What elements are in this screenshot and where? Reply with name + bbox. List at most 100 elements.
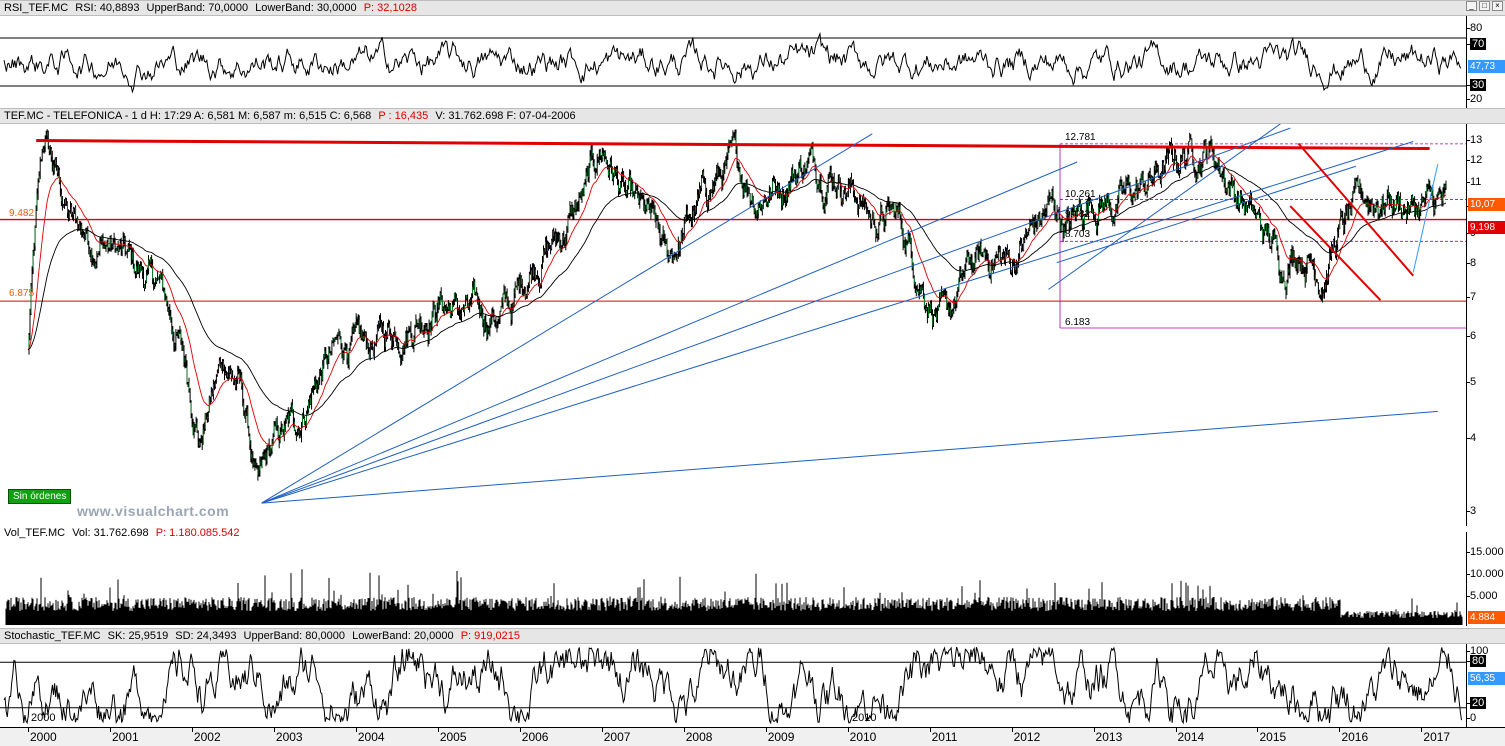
stoch-tick-20: 20 xyxy=(1466,697,1487,709)
x-tick-mark xyxy=(109,728,111,732)
rsi-axis: 80 70 47,73 30 20 xyxy=(1466,16,1505,108)
fib-level-c: 8.703 xyxy=(1065,229,1091,240)
rsi-tick-70: 70 xyxy=(1466,38,1487,50)
fib-level-low: 6.183 xyxy=(1065,317,1091,328)
fib-level-top: 12.781 xyxy=(1065,132,1096,143)
volume-plot xyxy=(5,569,1463,625)
stoch-header: Stochastic_TEF.MC SK: 25,9519 SD: 24,349… xyxy=(0,628,1505,644)
x-tick-mark xyxy=(683,728,685,732)
x-tick-2008: 2008 xyxy=(685,730,713,744)
x-tick-2003: 2003 xyxy=(275,730,303,744)
vol-tick-15000: 15.000 xyxy=(1467,546,1504,558)
orders-badge[interactable]: Sin órdenes xyxy=(8,489,72,504)
x-tick-2014: 2014 xyxy=(1177,730,1205,744)
x-tick-2007: 2007 xyxy=(603,730,631,744)
x-tick-mark xyxy=(929,728,931,732)
x-axis: 2000 2001 2002 2003 2004 2005 2006 2007 2008 2009… xyxy=(0,727,1505,746)
price-plot xyxy=(0,124,1466,504)
x-tick-2011: 2011 xyxy=(931,730,958,744)
x-tick-2016: 2016 xyxy=(1341,730,1369,744)
rsi-line xyxy=(3,31,1462,94)
rsi-current-tag: 47,73 xyxy=(1468,60,1505,73)
x-tick-2005: 2005 xyxy=(439,730,467,744)
price-tick-8: 8 xyxy=(1466,256,1477,269)
x-tick-2004: 2004 xyxy=(357,730,385,744)
vol-title: Vol_TEF.MC xyxy=(4,527,66,539)
fib-level-a: 10.261 xyxy=(1065,189,1096,200)
stoch-upper-band: UpperBand: 80,0000 xyxy=(243,630,346,642)
price-p-value: P : 16,435 xyxy=(378,110,429,122)
watermark: www.visualchart.com xyxy=(77,503,230,519)
rsi-upper-band: UpperBand: 70,0000 xyxy=(146,2,249,14)
x-tick-mark xyxy=(847,728,849,732)
vol-header: Vol_TEF.MC Vol: 31.762.698 P: 1.180.085.… xyxy=(0,526,1505,542)
rsi-tick-80: 80 xyxy=(1466,22,1483,34)
x-tick-mark xyxy=(191,728,193,732)
stoch-tick-0: 0 xyxy=(1466,712,1477,724)
down-line-a xyxy=(1297,142,1414,277)
stoch-sk: SK: 25,9519 xyxy=(107,630,169,642)
down-line-b xyxy=(1289,205,1382,301)
x-tick-mark xyxy=(273,728,275,732)
stoch-sd: SD: 24,3493 xyxy=(175,630,237,642)
fan-line-4 xyxy=(261,127,1291,504)
x-tick-mark xyxy=(1339,728,1341,732)
price-bars xyxy=(28,129,1447,481)
price-tick-4: 4 xyxy=(1466,432,1477,445)
stoch-marker-2010: 2010 xyxy=(852,712,877,724)
rsi-tick-30: 30 xyxy=(1466,79,1487,91)
x-tick-mark xyxy=(1011,728,1013,732)
stochastic-plot xyxy=(0,646,1466,725)
rsi-lower-band: LowerBand: 30,0000 xyxy=(255,2,357,14)
price-last-tag: 10,07 xyxy=(1468,198,1505,212)
volume-bars xyxy=(5,569,1463,625)
rsi-p-value: P: 32,1028 xyxy=(363,2,417,14)
x-tick-mark xyxy=(1257,728,1259,732)
price-header-info: TEF.MC - TELEFONICA - 1 d H: 17:29 A: 6,… xyxy=(4,110,372,122)
rsi-tick-20: 20 xyxy=(1466,93,1483,105)
x-tick-2002: 2002 xyxy=(193,730,221,744)
left-level-b: 6.875 xyxy=(9,288,35,299)
stoch-tick-100: 100 xyxy=(1466,645,1489,657)
price-tick-12: 12 xyxy=(1466,153,1483,166)
x-tick-mark xyxy=(1421,728,1423,732)
x-tick-2012: 2012 xyxy=(1013,730,1041,744)
ema-slow-line xyxy=(27,165,1447,416)
price-bodies xyxy=(28,132,1446,475)
stoch-title: Stochastic_TEF.MC xyxy=(4,630,101,642)
stoch-marker-2000: 2000 xyxy=(31,712,56,724)
fan-line-2 xyxy=(261,161,1078,504)
x-tick-mark xyxy=(1093,728,1095,732)
fan-line-1 xyxy=(261,133,873,504)
x-tick-mark xyxy=(355,728,357,732)
close-button[interactable]: × xyxy=(1492,1,1503,11)
price-volume-date: V: 31.762.698 F: 07-04-2006 xyxy=(435,110,576,122)
price-level-tag: 9,198 xyxy=(1468,221,1505,235)
resistance-line xyxy=(36,139,1430,151)
x-tick-mark xyxy=(1175,728,1177,732)
minimize-button[interactable]: _ xyxy=(1466,1,1477,11)
x-tick-mark xyxy=(601,728,603,732)
stoch-tick-80: 80 xyxy=(1466,655,1487,667)
rsi-plot xyxy=(0,31,1466,94)
price-tick-5: 5 xyxy=(1466,375,1477,388)
fan-line-5 xyxy=(261,410,1438,504)
x-tick-mark xyxy=(519,728,521,732)
price-header: TEF.MC - TELEFONICA - 1 d H: 17:29 A: 6,… xyxy=(0,108,1505,124)
restore-button[interactable]: □ xyxy=(1479,1,1490,11)
rsi-header: RSI_TEF.MC RSI: 40,8893 UpperBand: 70,00… xyxy=(0,0,1505,16)
fan-line-3 xyxy=(261,141,1414,504)
price-tick-11: 11 xyxy=(1466,175,1482,188)
channel-line-b xyxy=(1056,165,1356,264)
stoch-line xyxy=(3,646,1462,725)
x-tick-2009: 2009 xyxy=(767,730,795,744)
channel-line-a xyxy=(1048,124,1281,290)
vol-current-tag: 4.884 xyxy=(1468,611,1505,624)
x-tick-mark xyxy=(28,728,29,732)
short-up-line xyxy=(1412,164,1439,273)
price-axis: 13121110987654310,079,198 xyxy=(1466,124,1505,526)
x-tick-2017: 2017 xyxy=(1423,730,1451,744)
x-tick-mark xyxy=(437,728,439,732)
stoch-axis: 100 80 56,35 20 0 xyxy=(1466,644,1505,727)
x-tick-2015: 2015 xyxy=(1259,730,1287,744)
